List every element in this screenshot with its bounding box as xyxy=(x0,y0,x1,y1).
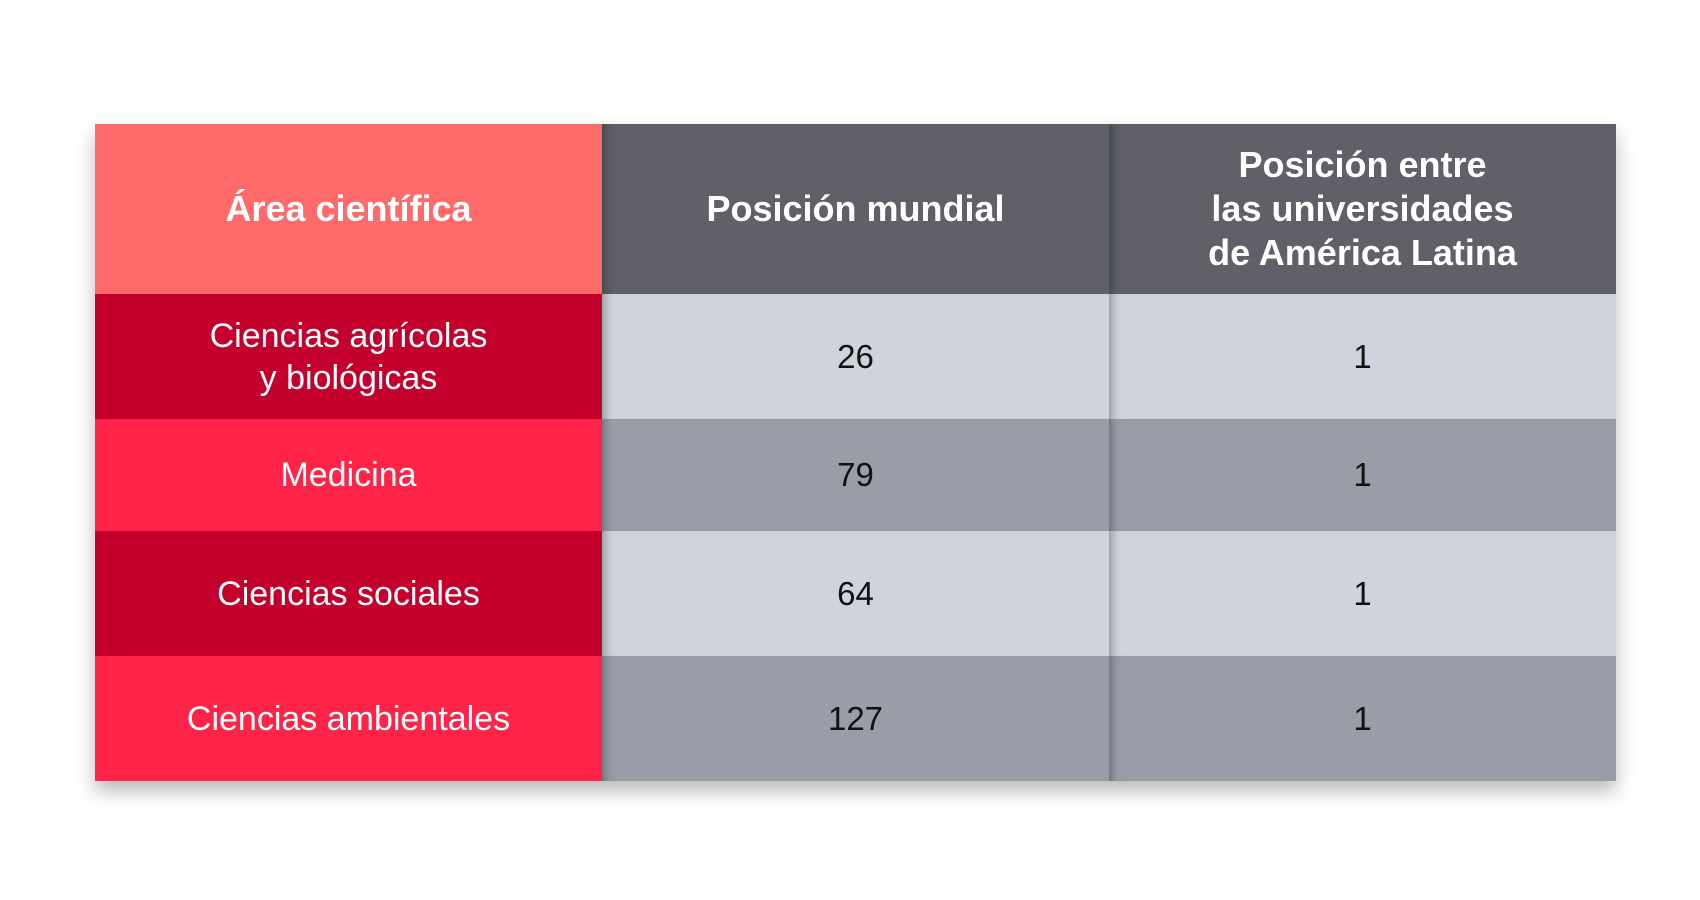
row-latam-cell: 1 xyxy=(1109,656,1616,781)
header-scientific-area: Área científica xyxy=(95,124,602,294)
ranking-table: Área científica Posición mundial Posició… xyxy=(95,124,1616,781)
header-latam-position: Posición entre las universidades de Amér… xyxy=(1109,124,1616,294)
row-world-cell: 127 xyxy=(602,656,1109,781)
row-latam-cell: 1 xyxy=(1109,419,1616,531)
row-world-cell: 79 xyxy=(602,419,1109,531)
row-area-cell: Ciencias agrícolas y biológicas xyxy=(95,294,602,419)
row-world-cell: 64 xyxy=(602,531,1109,656)
row-latam-cell: 1 xyxy=(1109,531,1616,656)
row-area-cell: Medicina xyxy=(95,419,602,531)
row-latam-cell: 1 xyxy=(1109,294,1616,419)
row-world-cell: 26 xyxy=(602,294,1109,419)
row-area-cell: Ciencias ambientales xyxy=(95,656,602,781)
row-area-cell: Ciencias sociales xyxy=(95,531,602,656)
header-world-position: Posición mundial xyxy=(602,124,1109,294)
